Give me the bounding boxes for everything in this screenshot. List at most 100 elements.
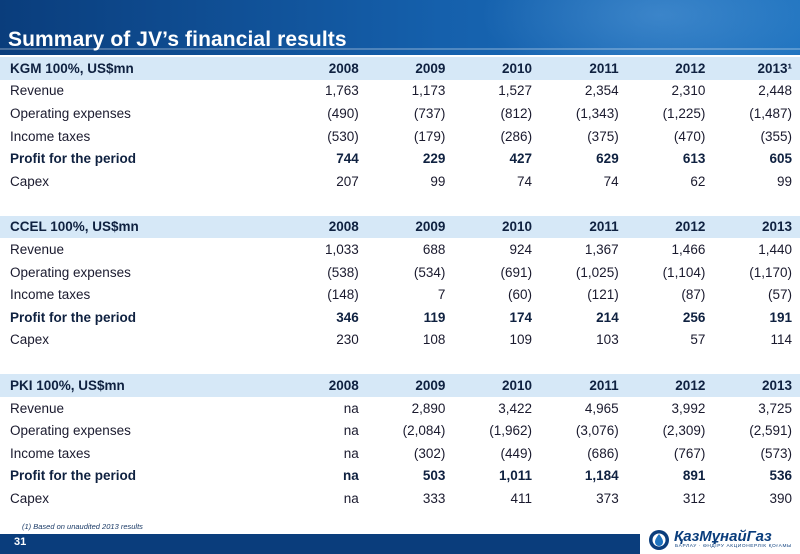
value-cell: 629 — [596, 151, 619, 167]
value-cell: (470) — [673, 128, 706, 144]
value-cell: na — [343, 423, 359, 439]
value-cell: 207 — [336, 173, 359, 189]
row-label: Income taxes — [10, 287, 91, 303]
value-cell: 1,763 — [324, 83, 359, 99]
value-cell: 62 — [690, 173, 706, 189]
table-row: Income taxes (148) 7 (60) (121) (87) (57) — [0, 283, 800, 306]
value-cell: 1,466 — [671, 241, 706, 257]
value-cell: 2,448 — [758, 83, 792, 99]
value-cell: (530) — [327, 128, 359, 144]
year-header-cell: 2011 — [540, 57, 627, 80]
value-cell: (1,104) — [662, 264, 706, 280]
table-spacer — [0, 193, 800, 216]
value-cell: (767) — [673, 445, 706, 461]
table-row: Revenue 1,033 688 924 1,367 1,466 1,440 — [0, 238, 800, 261]
table-header-row: PKI 100%, US$mn 2008 2009 2010 2011 2012 2013 — [0, 374, 800, 397]
financial-tables: KGM 100%, US$mn 2008 2009 2010 2011 2012 2013¹… — [0, 57, 800, 510]
value-cell: na — [343, 445, 359, 461]
value-cell: 230 — [336, 332, 359, 348]
value-cell: 1,033 — [324, 241, 359, 257]
table-row: Capex na 333 411 373 312 390 — [0, 487, 800, 510]
value-cell: (1,343) — [575, 105, 619, 121]
row-label: Profit for the period — [10, 309, 136, 325]
value-cell: 74 — [517, 173, 533, 189]
row-label: Profit for the period — [10, 151, 136, 167]
year-header-cell: 2010 — [453, 374, 541, 397]
value-cell: 1,440 — [758, 241, 792, 257]
value-cell: (375) — [587, 128, 619, 144]
value-cell: 2,354 — [584, 83, 619, 99]
table-row: Capex 207 99 74 74 62 99 — [0, 170, 800, 193]
year-header-cell: 2011 — [540, 374, 627, 397]
value-cell: 174 — [509, 309, 533, 325]
row-label: Operating expenses — [10, 105, 131, 121]
value-cell: (1,225) — [662, 105, 706, 121]
year-header-cell: 2009 — [366, 215, 454, 239]
value-cell: (686) — [587, 445, 619, 461]
value-cell: (87) — [681, 287, 706, 303]
value-cell: 4,965 — [584, 400, 619, 416]
value-cell: (57) — [767, 287, 792, 303]
year-header-cell: 2013¹ — [713, 57, 800, 80]
value-cell: 373 — [596, 490, 619, 506]
company-logo: ҚазМұнайГаз БАРЛАУ · ӨНДІРУ АКЦИОНЕРЛІК … — [648, 527, 798, 553]
table-spacer — [0, 351, 800, 374]
value-cell: (490) — [327, 105, 359, 121]
table-row: Operating expenses na (2,084) (1,962) (3,076… — [0, 419, 800, 442]
value-cell: 891 — [682, 468, 706, 484]
banner-decoration — [480, 0, 800, 55]
table-header-row: CCEL 100%, US$mn 2008 2009 2010 2011 2012 2013 — [0, 215, 800, 239]
table-row: Income taxes (530) (179) (286) (375) (470) (35… — [0, 125, 800, 148]
financial-table-body: KGM 100%, US$mn 2008 2009 2010 2011 2012 2013¹… — [0, 57, 800, 510]
row-label: Revenue — [10, 83, 65, 99]
year-header-cell: 2008 — [280, 57, 367, 80]
value-cell: 74 — [603, 173, 619, 189]
value-cell: 536 — [769, 468, 792, 484]
year-header-cell: 2010 — [453, 215, 541, 239]
footnote: (1) Based on unaudited 2013 results — [22, 522, 143, 531]
value-cell: 7 — [437, 287, 446, 303]
value-cell: 312 — [682, 490, 706, 506]
value-cell: 3,992 — [671, 400, 706, 416]
value-cell: 103 — [596, 332, 619, 348]
year-header-cell: 2013 — [713, 374, 800, 397]
value-cell: na — [343, 490, 359, 506]
page-number: 31 — [14, 536, 27, 548]
title-banner: Summary of JV’s financial results — [0, 0, 800, 55]
row-label: Capex — [10, 173, 50, 189]
value-cell: (148) — [327, 287, 359, 303]
row-label: Profit for the period — [10, 468, 136, 484]
value-cell: 411 — [510, 490, 533, 506]
value-cell: 114 — [770, 332, 792, 348]
value-cell: (2,084) — [402, 423, 446, 439]
row-label: Revenue — [10, 400, 65, 416]
value-cell: 99 — [776, 173, 792, 189]
value-cell: (691) — [500, 264, 533, 280]
value-cell: 744 — [336, 151, 359, 167]
value-cell: (573) — [760, 445, 792, 461]
year-header-cell: 2012 — [626, 374, 714, 397]
value-cell: 229 — [422, 151, 446, 167]
table-row: Operating expenses (538) (534) (691) (1,025)… — [0, 261, 800, 284]
table-row: Income taxes na (302) (449) (686) (767) (573) — [0, 442, 800, 465]
financial-results-table: KGM 100%, US$mn 2008 2009 2010 2011 2012 2013¹… — [0, 57, 800, 510]
table-title-cell: PKI 100%, US$mn — [0, 374, 281, 397]
value-cell: 346 — [336, 309, 359, 325]
value-cell: 214 — [596, 309, 619, 325]
footer-bar — [0, 534, 640, 554]
year-header-cell: 2012 — [626, 215, 714, 239]
value-cell: 2,890 — [411, 400, 446, 416]
value-cell: (302) — [413, 445, 446, 461]
value-cell: (737) — [413, 105, 446, 121]
table-title-cell: KGM 100%, US$mn — [0, 57, 281, 80]
value-cell: 99 — [430, 173, 446, 189]
value-cell: (3,076) — [575, 423, 619, 439]
table-row: Capex 230 108 109 103 57 114 — [0, 329, 800, 352]
value-cell: (1,962) — [489, 423, 533, 439]
table-row: Profit for the period 346 119 174 214 256 191 — [0, 306, 800, 329]
value-cell: 119 — [423, 309, 446, 325]
value-cell: 688 — [422, 241, 446, 257]
value-cell: 1,173 — [411, 83, 446, 99]
row-label: Revenue — [10, 241, 65, 257]
row-label: Income taxes — [10, 128, 91, 144]
